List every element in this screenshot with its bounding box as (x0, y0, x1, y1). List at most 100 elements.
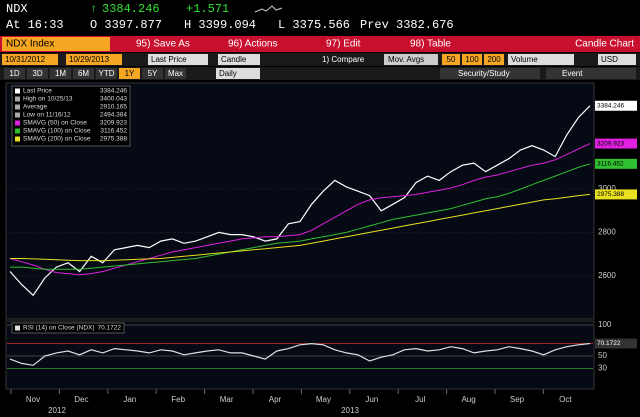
compare[interactable]: 1) Compare (322, 55, 365, 64)
range-label: 1D (9, 69, 19, 78)
period: 100 (465, 55, 479, 64)
security-box[interactable] (2, 37, 110, 51)
legend-swatch (15, 96, 20, 102)
range-button[interactable] (142, 68, 163, 79)
legend-value: 3209.923 (100, 120, 127, 127)
mov-avgs: Mov. Avgs (388, 55, 424, 64)
legend-swatch (15, 104, 20, 110)
range-label: 3D (32, 69, 42, 78)
button[interactable] (384, 54, 438, 65)
legend-swatch (15, 88, 20, 94)
range-button[interactable] (4, 68, 25, 79)
low: L 3375.566 (278, 18, 350, 32)
value-box (595, 338, 637, 349)
input[interactable] (66, 54, 122, 65)
legend-swatch (15, 112, 20, 118)
x-tick-label: Jul (415, 395, 425, 404)
y-tick-label: 50 (598, 351, 607, 360)
button[interactable]: 97) Edit (326, 39, 361, 50)
event: Event (562, 69, 583, 78)
range-button[interactable] (165, 68, 186, 79)
legend-value: 3400.043 (100, 96, 127, 103)
range-button[interactable] (96, 68, 117, 79)
security: NDX Index (6, 39, 54, 50)
dropdown[interactable] (148, 54, 208, 65)
toolbar (0, 36, 640, 52)
x-tick-label: Jun (365, 395, 378, 404)
range-label: 1Y (125, 69, 135, 78)
legend-swatch (15, 120, 20, 126)
volume: Volume (511, 55, 538, 64)
legend (11, 322, 125, 334)
button[interactable] (546, 68, 636, 79)
legend-value: 2494.384 (100, 112, 127, 119)
study: Security/Study (458, 69, 510, 78)
button[interactable]: 95) Save As (136, 39, 190, 50)
legend-value: 3384.246 (100, 88, 127, 95)
mode: Candle Chart (575, 39, 634, 50)
range-button[interactable] (119, 68, 140, 79)
x-tick-label: Mar (220, 395, 234, 404)
input[interactable] (2, 54, 58, 65)
range-button[interactable] (50, 68, 71, 79)
legend-label: Low on 11/16/12 (23, 112, 71, 119)
value-box (595, 189, 637, 200)
frequency: Daily (219, 69, 237, 78)
range-label: Max (168, 69, 183, 78)
start-date: 10/31/2012 (5, 55, 46, 64)
x-tick-label: Dec (74, 395, 88, 404)
dropdown[interactable] (216, 68, 260, 79)
dropdown[interactable] (598, 54, 636, 65)
legend-swatch (15, 325, 20, 331)
legend-value: 2910.165 (100, 104, 127, 111)
value-label: 3384.246 (597, 102, 624, 109)
series-line (9, 105, 591, 297)
value-box (595, 100, 637, 111)
prev: Prev 3382.676 (360, 18, 454, 32)
legend-label: SMAVG (200) on Close (23, 136, 91, 143)
input[interactable] (484, 54, 504, 65)
style: Candle (221, 55, 247, 64)
input[interactable] (462, 54, 482, 65)
button[interactable]: 96) Actions (228, 39, 277, 50)
legend-label: High on 10/25/13 (23, 96, 73, 103)
period: 50 (447, 55, 456, 64)
x-tick-label: Jan (123, 395, 136, 404)
ticker: NDX (6, 2, 28, 16)
legend-value: 70.1722 (98, 325, 122, 332)
input[interactable] (442, 54, 460, 65)
currency: USD (601, 55, 618, 64)
dropdown[interactable] (218, 54, 260, 65)
end-date: 10/29/2013 (69, 55, 110, 64)
x-tick-label: Sep (510, 395, 525, 404)
x-tick-label: Aug (461, 395, 475, 404)
year-label: 2013 (341, 406, 359, 415)
series-line (10, 163, 591, 270)
legend-swatch (15, 128, 20, 134)
series-line (9, 342, 591, 366)
button[interactable]: 98) Table (410, 39, 451, 50)
range-button[interactable] (73, 68, 94, 79)
y-tick-label: 100 (598, 320, 612, 329)
series-line (10, 193, 591, 262)
value-label: 3116.452 (597, 161, 624, 168)
range-button[interactable] (27, 68, 48, 79)
high: H 3399.094 (184, 18, 256, 32)
value-label: 70.1722 (597, 340, 621, 347)
dropdown[interactable] (508, 54, 574, 65)
x-tick-label: May (316, 395, 331, 404)
legend-value: 2975.388 (100, 136, 127, 143)
value-label: 3209.923 (597, 140, 624, 147)
period: 200 (487, 55, 501, 64)
field: Last Price (151, 55, 187, 64)
year-label: 2012 (48, 406, 66, 415)
button[interactable] (440, 68, 540, 79)
legend-value: 3116.452 (100, 128, 127, 135)
x-tick-label: Nov (26, 395, 40, 404)
legend-label: SMAVG (100) on Close (23, 128, 91, 135)
last-price: 3384.246 (102, 2, 160, 16)
sparkline (254, 5, 283, 13)
value-box (595, 138, 637, 149)
range-label: 5Y (148, 69, 158, 78)
range-label: YTD (99, 69, 115, 78)
